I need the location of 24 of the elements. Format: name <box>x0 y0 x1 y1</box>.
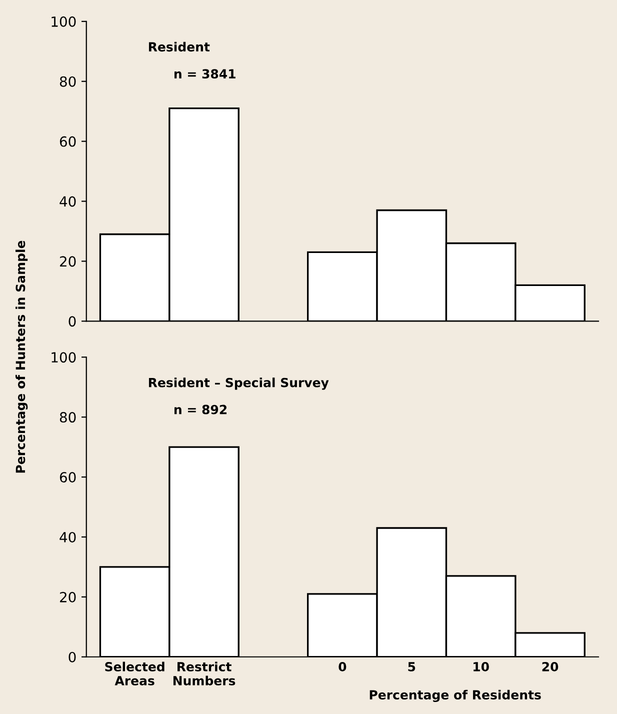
x-tick-label: Selected Areas <box>105 662 164 686</box>
y-axis-title: Percentage of Hunters in Sample <box>15 240 28 473</box>
y-tick-label: 80 <box>60 412 76 423</box>
x-tick-label: 5 <box>408 662 416 672</box>
y-tick-label: 40 <box>60 532 76 542</box>
x-tick-label: 0 <box>338 662 346 672</box>
annotation: Resident <box>148 42 210 52</box>
y-tick-label: 60 <box>60 136 76 147</box>
y-tick-label: 40 <box>60 196 76 207</box>
x-tick-label: 10 <box>474 662 489 672</box>
y-tick-label: 60 <box>60 472 76 483</box>
y-tick-label: 0 <box>68 316 76 327</box>
x-tick-label: Restrict Numbers <box>173 662 236 686</box>
x-tick-label: 20 <box>542 662 558 672</box>
annotation: n = 892 <box>174 404 227 414</box>
y-tick-label: 100 <box>52 352 76 363</box>
annotation: Resident – Special Survey <box>148 378 329 390</box>
annotation: n = 3841 <box>174 69 236 79</box>
y-tick-label: 20 <box>60 592 76 602</box>
x-axis-title: Percentage of Residents <box>370 690 541 702</box>
y-tick-label: 80 <box>60 76 76 87</box>
y-tick-label: 0 <box>68 652 76 662</box>
y-tick-label: 100 <box>52 16 76 27</box>
y-tick-label: 20 <box>60 256 76 267</box>
